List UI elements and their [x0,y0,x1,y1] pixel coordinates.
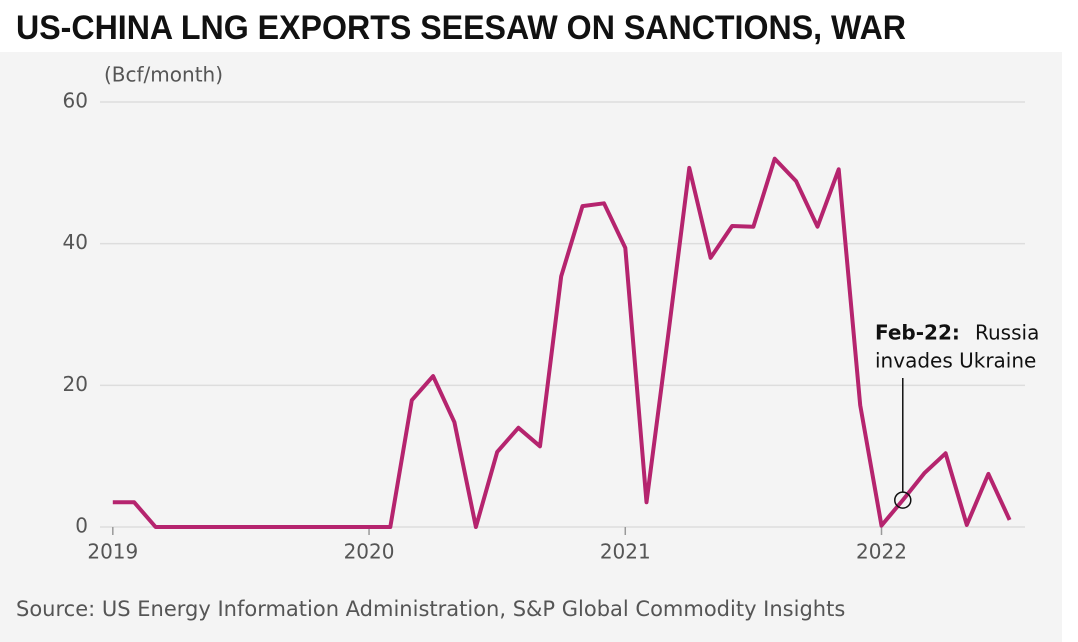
annotation-text: Russia [975,321,1039,345]
source: Source: US Energy Information Administra… [16,597,845,621]
y-tick-label: 60 [63,89,88,113]
x-tick-label: 2022 [856,540,907,564]
chart-title: US-CHINA LNG EXPORTS SEESAW ON SANCTIONS… [16,9,906,47]
y-tick-label: 20 [63,372,88,396]
y-tick-label: 40 [63,230,88,254]
series-line [112,156,1012,529]
x-tick-label: 2019 [87,540,138,564]
x-tick-label: 2020 [344,540,395,564]
x-tick-label: 2021 [600,540,651,564]
annotation-marker [894,491,912,509]
panel-background [0,52,1062,642]
annotation-text: invades Ukraine [875,349,1036,373]
y-tick-label: 0 [75,514,88,538]
y-axis-label: (Bcf/month) [104,63,223,87]
annotation-label: Feb-22: [875,321,960,345]
